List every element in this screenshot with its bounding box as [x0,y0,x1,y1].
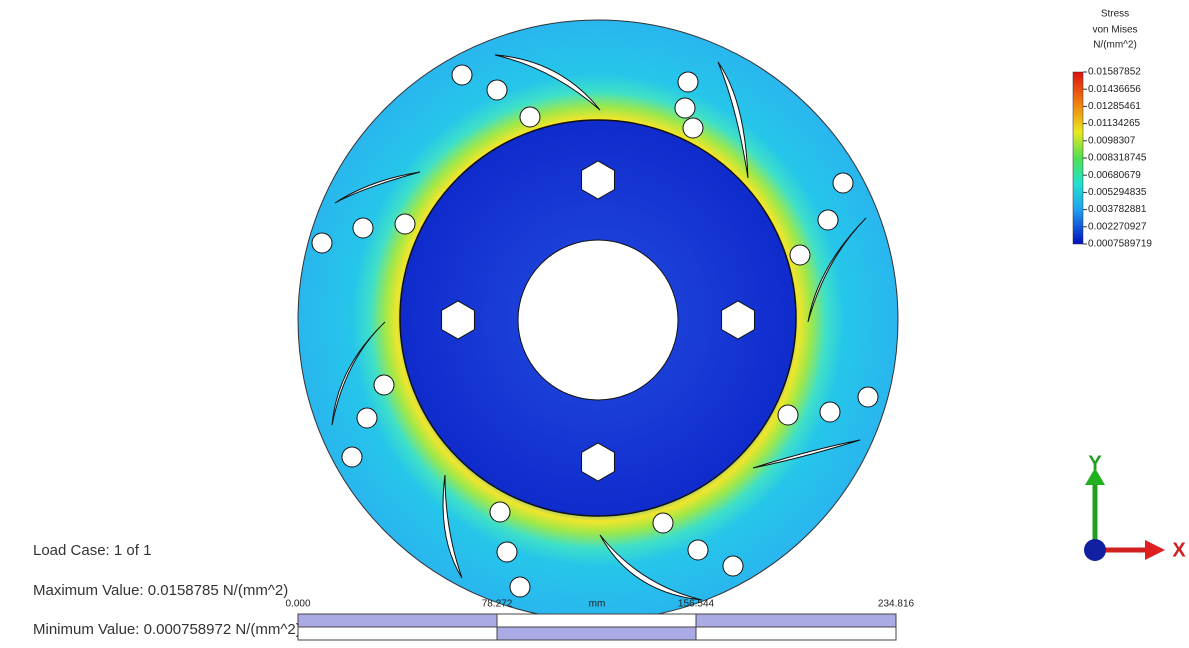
drill-hole [490,502,510,522]
legend-label: 0.01134265 [1088,118,1141,129]
legend-title: Stress [1101,9,1129,20]
x-arrowhead [1145,540,1165,560]
legend-label: 0.0098307 [1088,135,1136,146]
scale-segment [497,627,696,640]
center-bore [518,240,678,400]
legend-subtitle: von Mises [1092,25,1137,36]
max-value: Maximum Value: 0.0158785 N/(mm^2) [33,582,288,599]
y-axis-label: Y [1088,452,1102,474]
legend-label: 0.005294835 [1088,187,1147,198]
legend-label: 0.0007589719 [1088,239,1152,250]
drill-hole [683,118,703,138]
scale-segment [298,627,497,640]
scale-unit: mm [589,599,606,610]
drill-hole [353,218,373,238]
drill-hole [510,577,530,597]
drill-hole [678,72,698,92]
drill-hole [520,107,540,127]
legend-label: 0.002270927 [1088,221,1147,232]
legend-label: 0.003782881 [1088,204,1147,215]
drill-hole [497,542,517,562]
drill-hole [833,173,853,193]
scale-label: 234.816 [878,599,915,610]
drill-hole [487,80,507,100]
drill-hole [688,540,708,560]
legend-label: 0.01587852 [1088,67,1141,78]
legend-unit: N/(mm^2) [1093,40,1137,51]
scale-segment [696,627,896,640]
drill-hole [374,375,394,395]
legend-label: 0.00680679 [1088,170,1141,181]
scale-label: 78.272 [482,599,513,610]
viewport: Stress von Mises N/(mm^2) 0.015878520.01… [0,0,1189,648]
scale-segment [298,614,497,627]
min-value: Minimum Value: 0.000758972 N/(mm^2) [33,621,301,638]
drill-hole [395,214,415,234]
legend-colorbar [1073,72,1083,244]
drill-hole [818,210,838,230]
drill-hole [452,65,472,85]
drill-hole [820,402,840,422]
drill-hole [723,556,743,576]
legend-label: 0.01285461 [1088,101,1141,112]
drill-hole [790,245,810,265]
drill-hole [675,98,695,118]
load-case: Load Case: 1 of 1 [33,542,151,559]
x-axis-label: X [1172,539,1186,561]
scale-label: 156.544 [678,599,715,610]
legend-label: 0.008318745 [1088,153,1147,164]
drill-hole [858,387,878,407]
legend-labels: 0.01587852 0.01436656 0.01285461 0.01134265… [1083,67,1152,250]
scale-label: 0.000 [285,599,310,610]
drill-hole [357,408,377,428]
legend-label: 0.01436656 [1088,84,1141,95]
drill-hole [778,405,798,425]
scale-segment [696,614,896,627]
drill-hole [653,513,673,533]
drill-hole [342,447,362,467]
triad-origin [1084,539,1106,561]
drill-hole [312,233,332,253]
scale-segment [497,614,696,627]
